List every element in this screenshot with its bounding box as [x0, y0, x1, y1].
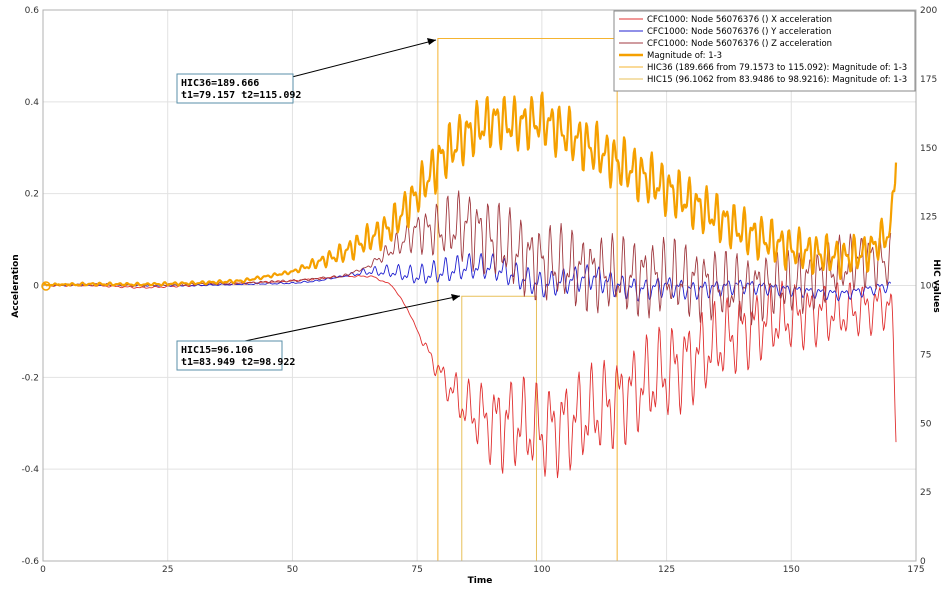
legend-entry-hic15: HIC15 (96.1062 from 83.9486 to 98.9216):… [647, 75, 907, 85]
hic-window-hic15 [461, 295, 537, 561]
legend-entry-x: CFC1000: Node 56076376 () X acceleration [647, 15, 832, 25]
y2-tick-label: 100 [920, 282, 937, 292]
series-line-y [42, 253, 892, 302]
hic-windows [437, 37, 618, 561]
annotation-box-hic36 [176, 73, 294, 104]
y2-tick-label: 75 [920, 350, 931, 360]
y2-tick-label: 50 [920, 419, 932, 429]
x-tick-label: 125 [658, 565, 675, 575]
origin-marker [41, 281, 51, 291]
annotation-hic36-line2: t1=79.157 t2=115.092 [181, 90, 301, 101]
x-tick-label: 100 [533, 565, 550, 575]
x-tick-label: 0 [40, 565, 46, 575]
legend-box [613, 10, 916, 92]
series-line-z [42, 190, 892, 326]
annotation-hic15-line1: HIC15=96.106 [181, 345, 253, 356]
hic-annotations: HIC36=189.666 t1=79.157 t2=115.092 HIC15… [176, 38, 461, 371]
annotation-box-hic15 [176, 340, 283, 371]
annotation-hic36-line1: HIC36=189.666 [181, 78, 259, 89]
x-tick-label: 75 [411, 565, 422, 575]
y-tick-label: -0.2 [21, 373, 39, 383]
y-tick-label: -0.4 [21, 465, 39, 475]
legend-entry-y: CFC1000: Node 56076376 () Y acceleration [647, 27, 831, 37]
y-tick-label: 0.4 [25, 98, 40, 108]
y2-tick-label: 0 [920, 557, 926, 567]
annotation-arrow-hic15 [239, 295, 461, 343]
legend-entry-hic36: HIC36 (189.666 from 79.1573 to 115.092):… [647, 63, 907, 73]
x-tick-label: 175 [907, 565, 924, 575]
y-tick-label: -0.6 [21, 557, 39, 567]
x-tick-label: 25 [162, 565, 173, 575]
y-tick-label: 0 [33, 282, 39, 292]
annotation-arrowhead-hic15 [451, 294, 460, 301]
y2-tick-label: 150 [920, 144, 937, 154]
annotation-hic15-line2: t1=83.949 t2=98.922 [181, 357, 295, 368]
y-tick-label: 0.6 [25, 6, 40, 16]
x-tick-label: 50 [287, 565, 299, 575]
y-axis-ticks: -0.6 -0.4 -0.2 0 0.2 0.4 0.6 [21, 6, 39, 567]
y2-axis-ticks: 0 25 50 75 100 125 150 175 200 [920, 6, 937, 567]
y2-axis-label: HIC values [931, 259, 941, 313]
legend-entry-z: CFC1000: Node 56076376 () Z acceleration [647, 39, 832, 49]
y-tick-label: 0.2 [25, 190, 39, 200]
y2-tick-label: 125 [920, 213, 937, 223]
annotation-arrow-hic36 [291, 39, 437, 78]
series-line-magnitude [42, 91, 898, 287]
hic-window-hic36 [437, 37, 618, 561]
y-axis-label: Acceleration [11, 254, 21, 317]
y2-tick-label: 175 [920, 75, 937, 85]
y2-tick-label: 25 [920, 488, 931, 498]
series-lines [42, 91, 898, 479]
legend-entry-magnitude: Magnitude of: 1-3 [647, 51, 722, 61]
series-line-x [42, 274, 897, 479]
plot-frame [42, 9, 917, 562]
x-axis-ticks: 0 25 50 75 100 125 150 175 [40, 565, 924, 575]
legend: CFC1000: Node 56076376 () X acceleration… [613, 10, 916, 92]
x-tick-label: 150 [783, 565, 800, 575]
annotation-arrowhead-hic36 [427, 38, 436, 45]
x-axis-label: Time [468, 576, 493, 586]
y2-tick-label: 200 [920, 6, 937, 16]
